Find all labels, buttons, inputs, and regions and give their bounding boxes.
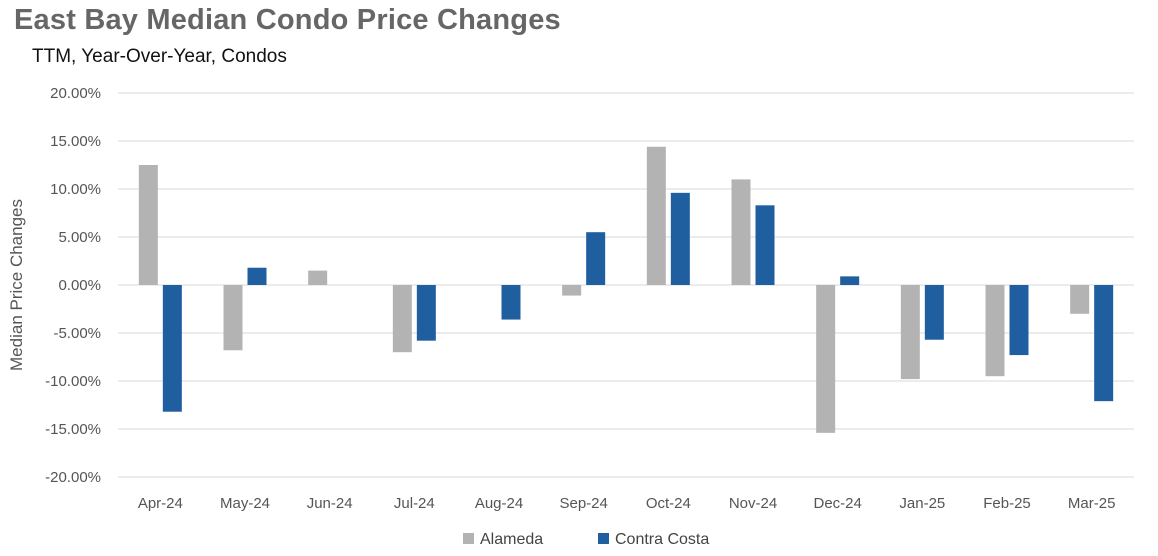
bar-alameda <box>731 179 751 285</box>
y-axis-label: Median Price Changes <box>7 199 26 371</box>
x-tick-label: Oct-24 <box>646 495 691 512</box>
legend-swatch <box>598 533 609 544</box>
y-tick-label: 20.00% <box>50 85 101 102</box>
bar-alameda <box>223 285 243 351</box>
x-tick-label: Aug-24 <box>475 495 523 512</box>
bar-alameda <box>138 165 158 285</box>
bar-contra-costa <box>670 192 690 285</box>
bars <box>138 146 1114 433</box>
x-axis-ticks: Apr-24 May-24 Jun-24 Jul-24 Aug-24 Sep-24 Oct-… <box>138 495 1116 512</box>
y-tick-label: -5.00% <box>53 325 101 342</box>
bar-contra-costa <box>755 205 775 285</box>
y-tick-label: -10.00% <box>45 373 101 390</box>
legend: Alameda Contra Costa <box>463 531 709 548</box>
x-tick-label: Apr-24 <box>138 495 183 512</box>
bar-contra-costa <box>1094 285 1114 402</box>
x-tick-label: Dec-24 <box>813 495 861 512</box>
bar-alameda <box>985 285 1005 377</box>
x-tick-label: Jul-24 <box>394 495 435 512</box>
gridlines <box>118 92 1134 478</box>
bar-contra-costa <box>1009 285 1029 356</box>
bar-alameda <box>308 270 328 285</box>
bar-alameda <box>562 285 582 296</box>
chart-subtitle: TTM, Year-Over-Year, Condos <box>32 46 287 67</box>
x-tick-label: Nov-24 <box>729 495 777 512</box>
x-tick-label: Jan-25 <box>899 495 945 512</box>
y-tick-label: 0.00% <box>58 277 101 294</box>
bar-contra-costa <box>162 285 182 412</box>
bar-contra-costa <box>247 267 267 285</box>
legend-swatch <box>463 533 474 544</box>
bar-contra-costa <box>416 285 436 341</box>
bar-alameda <box>1070 285 1090 314</box>
x-tick-label: Mar-25 <box>1068 495 1116 512</box>
y-tick-label: 10.00% <box>50 181 101 198</box>
y-tick-label: -20.00% <box>45 469 101 486</box>
bar-alameda <box>900 285 920 380</box>
bar-alameda <box>816 285 836 433</box>
x-tick-label: Feb-25 <box>983 495 1031 512</box>
bar-contra-costa <box>924 285 944 340</box>
bar-contra-costa <box>586 232 606 285</box>
bar-contra-costa <box>501 285 521 320</box>
y-axis-ticks: 20.00% 15.00% 10.00% 5.00% 0.00% -5.00% -10.00… <box>45 85 101 486</box>
y-tick-label: -15.00% <box>45 421 101 438</box>
bar-alameda <box>392 285 412 353</box>
bar-contra-costa <box>840 276 860 285</box>
chart-title: East Bay Median Condo Price Changes <box>14 4 561 36</box>
x-tick-label: Jun-24 <box>307 495 353 512</box>
y-tick-label: 15.00% <box>50 133 101 150</box>
x-tick-label: May-24 <box>220 495 270 512</box>
x-tick-label: Sep-24 <box>559 495 607 512</box>
bar-alameda <box>646 146 666 285</box>
y-tick-label: 5.00% <box>58 229 101 246</box>
legend-label: Alameda <box>480 531 543 548</box>
legend-label: Contra Costa <box>615 531 709 548</box>
